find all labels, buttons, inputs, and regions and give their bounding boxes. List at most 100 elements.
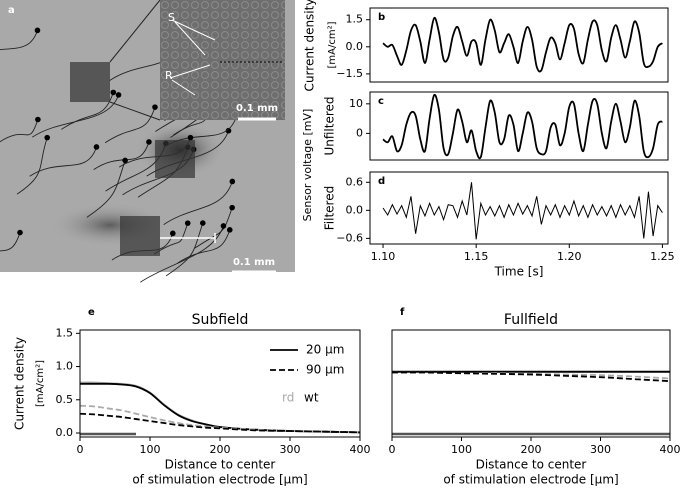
y-tick-label: 1.5 — [346, 13, 364, 26]
x-axis-label: Distance to center — [165, 458, 276, 472]
y-axis-label: Current density — [13, 337, 27, 430]
x-axis-label: Distance to center — [476, 458, 587, 472]
y-tick-label: 0 — [356, 126, 363, 139]
y-tick-label: 0.0 — [346, 40, 364, 53]
axes-frame — [369, 7, 669, 83]
x-tick-label: 0 — [77, 443, 84, 456]
y-tick-label: 0.5 — [56, 393, 74, 406]
y-axis-label: Unfiltered — [323, 96, 337, 155]
neuron-soma — [93, 144, 100, 150]
neuron-axon — [177, 229, 231, 264]
x-axis-label: of stimulation electrode [μm] — [443, 473, 618, 487]
legend-label: wt — [304, 391, 319, 405]
data-line — [382, 182, 663, 240]
panel-label: f — [400, 307, 405, 318]
neuron-soma — [226, 227, 233, 233]
x-tick-label: 300 — [590, 443, 611, 456]
neuron-axon — [0, 30, 38, 51]
axes-frame — [369, 171, 669, 245]
zoom-line — [109, 0, 161, 63]
marker-line — [160, 233, 216, 243]
electrode-marks — [169, 19, 216, 96]
axes-frame — [79, 329, 361, 438]
x-tick-label: 1.25 — [650, 250, 675, 263]
x-tick-label: 0 — [389, 443, 396, 456]
neuron-soma — [170, 230, 176, 237]
x-tick-label: 400 — [350, 443, 371, 456]
region — [155, 140, 195, 178]
neuron-soma — [184, 220, 191, 226]
legend-label: rd — [282, 391, 294, 405]
y-tick-label: −1.5 — [336, 67, 363, 80]
zoom-line — [109, 101, 161, 121]
panel-label: a — [8, 5, 15, 16]
neuron-axon — [61, 92, 114, 130]
x-tick-label: 1.10 — [371, 250, 396, 263]
neuron-soma — [122, 157, 128, 164]
region — [120, 216, 160, 256]
data-line — [80, 412, 360, 434]
y-axis-label: Current density — [303, 0, 317, 91]
scale-bar-label: 0.1 mm — [236, 103, 278, 114]
inset-label: S — [168, 11, 175, 24]
neuron-soma — [229, 178, 236, 185]
panel-label: b — [378, 12, 385, 23]
neuron-axon — [165, 222, 204, 277]
neuron-soma — [152, 104, 158, 110]
chart-title: Fullfield — [504, 312, 558, 328]
panel-label: e — [88, 307, 95, 318]
neuron-axon — [163, 181, 233, 225]
x-axis-label: of stimulation electrode [μm] — [132, 473, 307, 487]
y-tick-label: −0.6 — [336, 231, 363, 244]
neuron-soma — [225, 127, 232, 134]
data-line — [392, 371, 670, 383]
x-tick-label: 400 — [660, 443, 681, 456]
y-tick-label: 10 — [349, 97, 363, 110]
x-axis-label: Time [s] — [494, 265, 544, 279]
x-tick-label: 1.15 — [464, 250, 489, 263]
y-tick-label: 0.0 — [346, 203, 364, 216]
microscopy-panel: a S R 0.1 mm 0.1 mm — [0, 0, 295, 283]
y-axis-label: Filtered — [323, 186, 337, 230]
x-tick-label: 100 — [451, 443, 472, 456]
neuron-soma — [17, 229, 23, 236]
neuron-axon — [93, 141, 150, 171]
y-axis-unit: [mA/cm²] — [35, 360, 46, 407]
neuron-axon — [0, 232, 21, 252]
neuron-soma — [220, 223, 227, 229]
neuron-soma — [110, 89, 117, 96]
x-tick-label: 300 — [280, 443, 301, 456]
neuron-axon — [104, 106, 156, 144]
neuron-soma — [34, 27, 41, 34]
y-axis-unit: [mA/cm²] — [327, 21, 338, 68]
axes-frame — [369, 91, 669, 161]
axes-frame — [391, 329, 671, 438]
x-tick-label: 100 — [140, 443, 161, 456]
y-tick-label: 0.6 — [346, 175, 364, 188]
y-tick-label: 1.5 — [56, 326, 74, 339]
neuron-soma — [187, 134, 194, 141]
neuron-soma — [199, 220, 206, 226]
y-tick-label: 0.0 — [56, 426, 74, 439]
legend-label: 90 μm — [306, 363, 344, 377]
scale-bar-label: 0.1 mm — [233, 257, 275, 268]
data-line — [382, 93, 663, 160]
neuron-soma — [115, 92, 122, 98]
neuron-soma — [146, 139, 152, 145]
region — [70, 62, 110, 102]
neuron-soma — [229, 204, 235, 211]
neuron-soma — [44, 134, 51, 141]
neuron-axon — [0, 119, 39, 143]
neuron-axon — [16, 137, 48, 195]
x-tick-label: 200 — [210, 443, 231, 456]
inset-pattern — [160, 0, 285, 120]
neuron-soma — [35, 116, 41, 123]
neuron-axon — [86, 160, 126, 218]
data-line — [382, 17, 663, 73]
y-tick-label: 1.0 — [56, 360, 74, 373]
panel-label: d — [378, 176, 385, 187]
x-tick-label: 200 — [521, 443, 542, 456]
panel-label: c — [378, 96, 384, 107]
neuron-axon — [153, 222, 189, 255]
